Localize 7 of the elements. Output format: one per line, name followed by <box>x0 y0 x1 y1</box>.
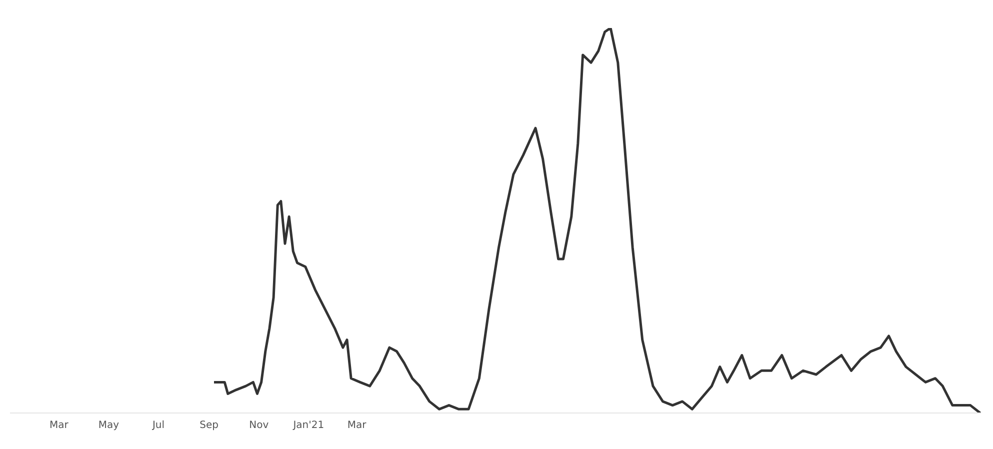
x-tick-label: Sep <box>200 420 219 432</box>
x-tick-label: Jul <box>151 420 165 432</box>
x-tick-label: Mar <box>347 420 368 432</box>
x-tick-label: Nov <box>249 420 269 432</box>
x-tick-label: May <box>98 420 120 432</box>
x-tick-label: Mar <box>50 420 70 432</box>
x-tick-label: Jan'21 <box>292 420 324 432</box>
